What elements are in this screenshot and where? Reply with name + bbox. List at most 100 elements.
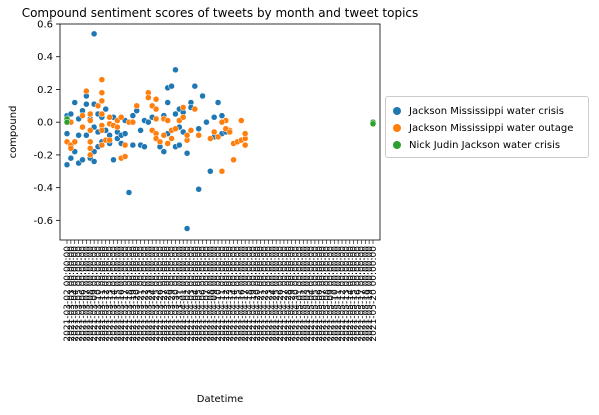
y-tick-label: -0.2 <box>33 150 53 161</box>
data-point <box>106 136 113 144</box>
x-tick-label: 2021-05-07 00:00:00 <box>319 246 329 342</box>
x-tick-label: 2021-03-10 00:00:00 <box>94 246 104 342</box>
x-tick-label: 2021-03-23 00:00:00 <box>144 246 154 342</box>
data-point <box>86 145 94 152</box>
data-point <box>90 30 98 38</box>
data-point <box>210 114 218 121</box>
data-point <box>86 110 94 118</box>
data-point <box>207 135 214 142</box>
data-point <box>207 168 214 175</box>
data-point <box>86 127 94 134</box>
x-tick-label: 2021-03-15 00:00:00 <box>113 246 123 342</box>
data-point <box>98 97 106 105</box>
x-tick-label: 2021-03-28 00:00:00 <box>164 246 174 342</box>
data-point <box>214 133 222 141</box>
y-tick-label: -0.4 <box>33 183 53 194</box>
x-tick-label: 2021-05-03 00:00:00 <box>303 246 313 342</box>
x-tick-label: 2021-04-28 00:00:00 <box>284 246 294 342</box>
chart-title: Compound sentiment scores of tweets by m… <box>22 6 419 20</box>
data-point <box>195 125 202 132</box>
data-point <box>199 92 206 100</box>
data-point <box>164 99 171 106</box>
data-point <box>114 123 121 131</box>
x-tick-label: 2021-05-01 00:00:00 <box>295 246 305 342</box>
data-point <box>117 114 125 121</box>
data-point <box>79 112 86 119</box>
legend-marker-icon <box>392 140 402 150</box>
data-point <box>152 105 160 113</box>
data-point <box>63 161 71 168</box>
data-point <box>210 128 218 136</box>
x-tick-label: 2021-03-22 00:00:00 <box>140 246 150 342</box>
data-point <box>152 115 160 123</box>
x-tick-label: 2021-05-13 00:00:00 <box>342 246 352 342</box>
data-point <box>121 141 129 149</box>
x-tick-label: 2021-04-12 00:00:00 <box>222 246 232 342</box>
data-point <box>160 132 168 139</box>
legend: Jackson Mississippi water crisis Jackson… <box>385 96 589 158</box>
data-point <box>121 153 129 160</box>
x-tick-label: 2021-03-19 00:00:00 <box>129 246 139 342</box>
legend-label: Nick Judin Jackson water crisis <box>409 139 561 151</box>
data-point <box>179 114 187 121</box>
data-point <box>67 110 75 118</box>
data-point <box>160 148 168 155</box>
data-point <box>121 130 129 137</box>
x-tick-label: 2021-04-04 00:00:00 <box>191 246 201 342</box>
data-point <box>183 132 191 139</box>
data-point <box>241 130 249 137</box>
data-point <box>129 141 137 149</box>
x-tick-label: 2021-05-12 00:00:00 <box>338 246 348 342</box>
data-point <box>369 120 377 128</box>
y-axis-ticks: -0.6 -0.4 -0.2 0.0 0.2 0.4 0.6 <box>33 20 60 227</box>
data-point <box>168 82 175 90</box>
x-tick-label: 2021-04-18 00:00:00 <box>245 246 255 342</box>
x-tick-label: 2021-04-13 00:00:00 <box>226 246 236 342</box>
x-tick-label: 2021-03-09 00:00:00 <box>90 246 100 342</box>
y-tick-label: 0.2 <box>37 85 53 96</box>
legend-label: Jackson Mississippi water crisis <box>409 105 564 117</box>
x-tick-label: 2021-05-05 00:00:00 <box>311 246 321 342</box>
data-points <box>63 30 377 232</box>
data-point <box>195 186 202 193</box>
data-point <box>83 87 90 95</box>
x-tick-label: 2021-03-18 00:00:00 <box>125 246 135 342</box>
data-point <box>125 189 133 196</box>
x-tick-label: 2021-03-16 00:00:00 <box>117 246 127 342</box>
data-point <box>218 118 226 126</box>
data-point <box>98 76 106 83</box>
data-point <box>164 117 171 124</box>
data-point <box>164 140 171 147</box>
legend-marker-icon <box>392 123 402 133</box>
x-tick-label: 2021-03-31 00:00:00 <box>175 246 185 342</box>
data-point <box>86 138 94 146</box>
x-tick-label: 2021-04-09 00:00:00 <box>210 246 220 342</box>
data-point <box>172 125 179 132</box>
x-tick-label: 2021-04-21 00:00:00 <box>257 246 267 342</box>
data-point <box>238 117 245 124</box>
x-tick-label: 2021-05-11 00:00:00 <box>334 246 344 342</box>
x-tick-label: 2021-03-20 00:00:00 <box>133 246 143 342</box>
data-point <box>94 102 102 110</box>
data-point <box>63 118 71 126</box>
x-tick-label: 2021-04-01 00:00:00 <box>179 246 189 342</box>
x-tick-label: 2021-03-14 00:00:00 <box>109 246 119 342</box>
x-tick-label: 2021-04-17 00:00:00 <box>241 246 251 342</box>
x-tick-label: 2021-04-24 00:00:00 <box>268 246 278 342</box>
data-point <box>110 156 117 164</box>
data-point <box>129 118 137 126</box>
y-tick-label: -0.6 <box>33 216 53 227</box>
x-tick-label: 2021-03-29 00:00:00 <box>168 246 178 342</box>
data-point <box>102 105 109 113</box>
data-point <box>152 96 160 103</box>
x-tick-label: 2021-03-05 00:00:00 <box>75 246 85 342</box>
data-point <box>183 150 191 157</box>
legend-item: Nick Judin Jackson water crisis <box>392 137 560 153</box>
x-tick-label: 2021-05-19 00:00:00 <box>365 246 375 342</box>
x-tick-label: 2021-05-09 00:00:00 <box>326 246 336 342</box>
legend-item: Jackson Mississippi water outage <box>392 120 573 136</box>
x-tick-label: 2021-04-26 00:00:00 <box>276 246 286 342</box>
x-tick-label: 2021-04-25 00:00:00 <box>272 246 282 342</box>
data-point <box>230 156 237 164</box>
data-point <box>83 100 90 108</box>
